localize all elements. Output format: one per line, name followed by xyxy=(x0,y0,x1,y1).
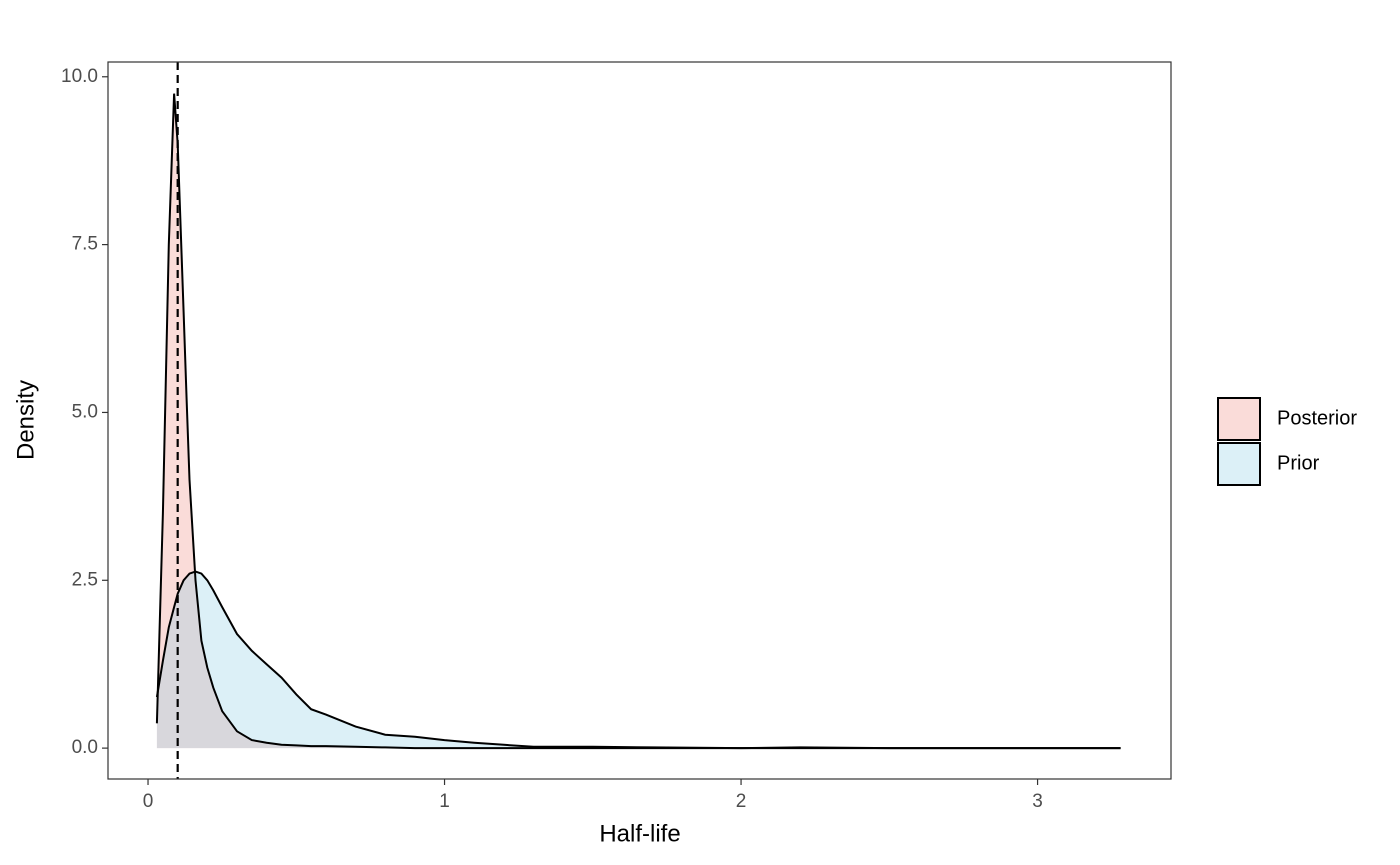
x-tick-label: 1 xyxy=(439,791,450,812)
x-tick-label: 0 xyxy=(143,791,154,812)
legend-key-bg xyxy=(1218,398,1260,440)
y-axis-title: Density xyxy=(12,380,39,460)
legend-key xyxy=(1217,442,1261,486)
y-tick-label: 2.5 xyxy=(72,569,98,590)
x-axis-title: Half-life xyxy=(599,820,680,847)
legend-key xyxy=(1217,397,1261,441)
density-line xyxy=(155,570,1121,750)
y-tick-label: 0.0 xyxy=(72,737,98,758)
y-tick-label: 5.0 xyxy=(72,401,98,422)
density-area xyxy=(156,571,1121,749)
x-tick-label: 3 xyxy=(1032,791,1043,812)
legend-key-bg xyxy=(1218,443,1260,485)
density-line xyxy=(155,93,1121,750)
legend-label: Posterior xyxy=(1277,407,1357,429)
y-tick-label: 7.5 xyxy=(72,234,98,255)
y-tick-label: 10.0 xyxy=(61,66,98,87)
plot-border xyxy=(107,61,1172,780)
legend-label: Prior xyxy=(1277,452,1320,474)
density-area xyxy=(156,93,1121,749)
x-tick-label: 2 xyxy=(736,791,747,812)
